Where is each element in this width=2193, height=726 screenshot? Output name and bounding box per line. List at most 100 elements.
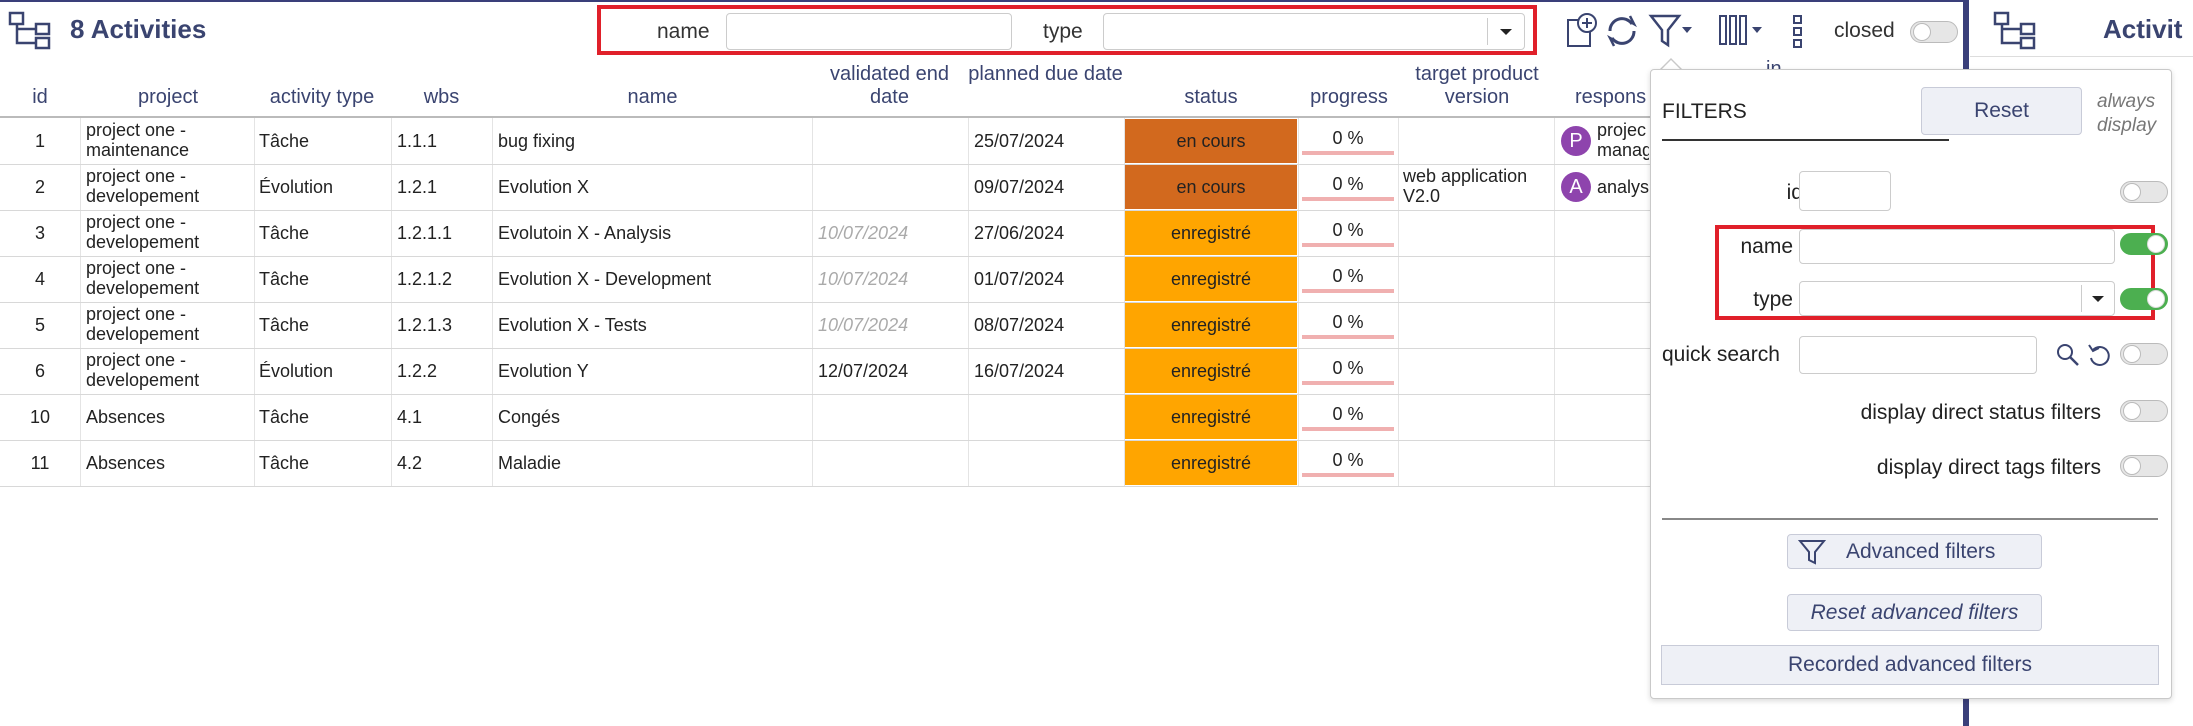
progress-bar (1302, 427, 1394, 431)
filter-icon[interactable] (1648, 12, 1692, 55)
table-row[interactable]: 1 project one - maintenance Tâche 1.1.1 … (0, 118, 1650, 164)
chevron-down-icon[interactable] (1487, 18, 1524, 45)
cell-project: project one - developement (86, 212, 200, 252)
cell-wbs: 1.2.1.2 (397, 269, 453, 289)
add-icon[interactable] (1565, 12, 1599, 55)
progress-bar (1302, 335, 1394, 339)
col-header-responsible[interactable]: respons (1575, 86, 1647, 108)
cell-name: Evolutoin X - Analysis (498, 223, 672, 243)
progress-value: 0 % (1332, 266, 1364, 286)
quick-filter-type-select[interactable] (1103, 13, 1525, 50)
quick-filter-highlight (597, 5, 1537, 55)
cell-type: Tâche (259, 453, 310, 473)
progress-value: 0 % (1332, 312, 1364, 332)
quick-search-input[interactable] (1799, 336, 2037, 374)
cell-name: Evolution Y (498, 361, 589, 381)
status-badge: enregistré (1125, 211, 1297, 255)
cell-wbs: 1.2.1 (397, 177, 438, 197)
cell-name: Evolution X - Tests (498, 315, 647, 335)
table-row[interactable]: 5 project one - developement Tâche 1.2.1… (0, 302, 1650, 348)
col-header-progress[interactable]: progress (1310, 86, 1388, 108)
filter-id-toggle[interactable] (2120, 181, 2168, 203)
undo-icon[interactable] (2087, 342, 2111, 373)
advanced-filters-button[interactable]: Advanced filters (1787, 534, 2042, 569)
row-divider (0, 440, 1966, 441)
progress-bar (1302, 289, 1394, 293)
table-row[interactable]: 2 project one - developement Évolution 1… (0, 164, 1650, 210)
col-header-wbs[interactable]: wbs (423, 86, 460, 108)
detail-title: Activit (2103, 14, 2183, 44)
cell-id: 10 (29, 407, 51, 427)
columns-icon[interactable] (1718, 14, 1764, 53)
cell-name: Congés (498, 407, 561, 427)
progress-value: 0 % (1332, 220, 1364, 240)
progress-bar (1302, 473, 1394, 477)
quick-search-toggle[interactable] (2120, 343, 2168, 365)
direct-status-toggle[interactable] (2120, 400, 2168, 422)
cell-planned-due: 16/07/2024 (974, 361, 1065, 381)
status-badge: en cours (1125, 119, 1297, 163)
table-row[interactable]: 4 project one - developement Tâche 1.2.1… (0, 256, 1650, 302)
quick-filter-type-label: type (1043, 20, 1083, 43)
cell-type: Tâche (259, 269, 310, 289)
cell-responsible: analys (1597, 177, 1649, 197)
cell-validated-end: 10/07/2024 (818, 223, 909, 243)
col-header-target-product-version[interactable]: target product version (1415, 63, 1539, 108)
recorded-advanced-filters[interactable]: Recorded advanced filters (1661, 645, 2159, 685)
advanced-filters-label: Advanced filters (1846, 540, 1996, 563)
detail-divider (1970, 56, 2193, 57)
cell-type: Tâche (259, 131, 310, 151)
direct-tags-toggle[interactable] (2120, 455, 2168, 477)
cell-id: 6 (34, 361, 45, 381)
hierarchy-icon (1993, 10, 2039, 55)
cell-name: Maladie (498, 453, 562, 473)
cell-validated-end: 12/07/2024 (818, 361, 909, 381)
cell-id: 3 (34, 223, 45, 243)
chevron-down-icon[interactable] (2081, 285, 2114, 312)
col-header-name[interactable]: name (627, 86, 678, 108)
cell-wbs: 1.2.2 (397, 361, 438, 381)
progress-bar (1302, 381, 1394, 385)
cell-type: Évolution (259, 177, 334, 197)
cell-id: 4 (34, 269, 45, 289)
cell-name: Evolution X (498, 177, 590, 197)
table-row[interactable]: 11 Absences Tâche 4.2 Maladie enregistré… (0, 440, 1650, 486)
filter-name-input[interactable] (1799, 229, 2115, 264)
cell-type: Évolution (259, 361, 334, 381)
filter-name-toggle[interactable] (2120, 233, 2168, 255)
filter-type-select[interactable] (1799, 281, 2115, 316)
table-row[interactable]: 6 project one - developement Évolution 1… (0, 348, 1650, 394)
refresh-icon[interactable] (1603, 12, 1641, 55)
cell-name: bug fixing (498, 131, 576, 151)
direct-status-label: display direct status filters (1860, 401, 2101, 424)
table-row[interactable]: 10 Absences Tâche 4.1 Congés enregistré … (0, 394, 1650, 440)
filters-title: FILTERS (1662, 100, 1747, 123)
progress-value: 0 % (1332, 404, 1364, 424)
row-divider (0, 164, 1966, 165)
search-icon[interactable] (2055, 342, 2081, 373)
cell-name: Evolution X - Development (498, 269, 712, 289)
cell-project: Absences (86, 407, 166, 427)
closed-toggle[interactable] (1910, 21, 1958, 43)
popover-arrow-inner (1661, 60, 1681, 70)
progress-value: 0 % (1332, 358, 1364, 378)
cell-id: 11 (30, 453, 50, 473)
quick-filter-name-input[interactable] (726, 13, 1012, 50)
header-divider (0, 116, 1966, 118)
reset-advanced-filters-button[interactable]: Reset advanced filters (1787, 594, 2042, 631)
row-divider (0, 210, 1966, 211)
always-display-label: always display (2097, 91, 2157, 136)
cell-project: Absences (86, 453, 166, 473)
col-header-status[interactable]: status (1184, 86, 1238, 108)
col-header-id[interactable]: id (32, 86, 48, 108)
filter-id-input[interactable] (1799, 171, 1891, 211)
more-vert-icon[interactable] (1792, 14, 1804, 53)
col-header-project[interactable]: project (137, 86, 199, 108)
progress-value: 0 % (1332, 450, 1364, 470)
reset-button[interactable]: Reset (1921, 87, 2082, 135)
col-header-validated-end-date[interactable]: validated end date (830, 63, 949, 108)
filter-type-toggle[interactable] (2120, 288, 2168, 310)
col-header-activity-type[interactable]: activity type (269, 86, 375, 108)
col-header-planned-due-date[interactable]: planned due date (968, 63, 1123, 85)
table-row[interactable]: 3 project one - developement Tâche 1.2.1… (0, 210, 1650, 256)
